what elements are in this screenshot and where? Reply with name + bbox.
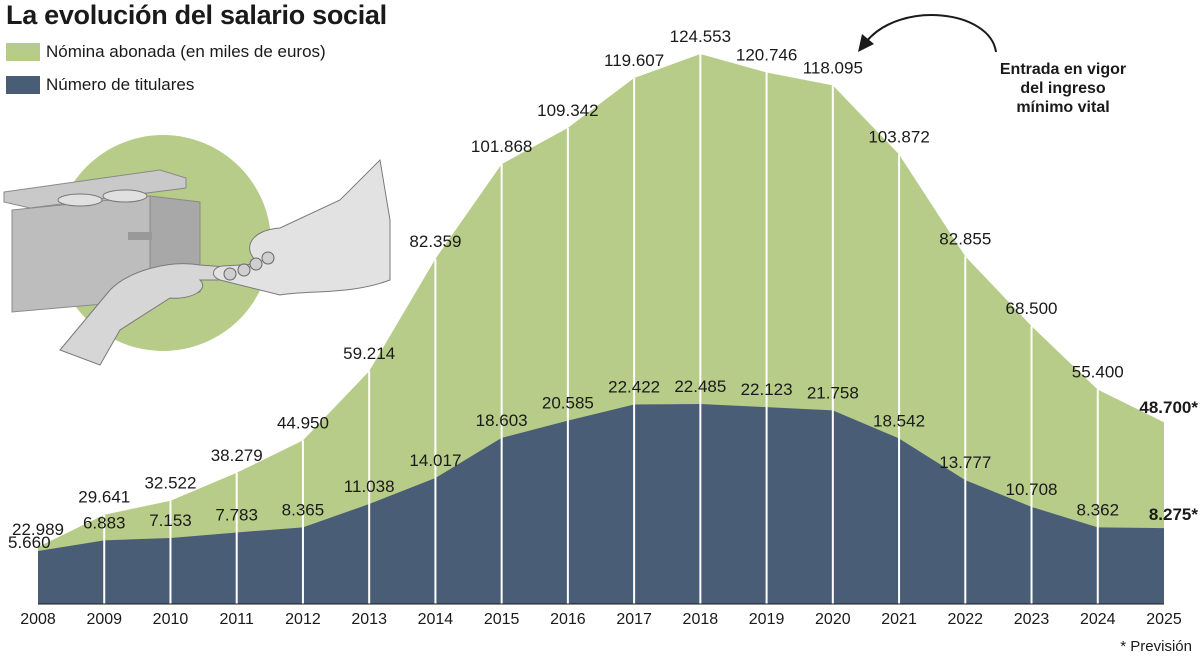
x-axis: 2008 2009 2010 2011 2012 2013 2014 2015 2016 2017…	[20, 603, 1182, 628]
data-label-nomina-2011: 38.279	[211, 446, 263, 465]
annotation-line: Entrada en vigor	[999, 61, 1127, 78]
data-label-nomina-2018: 124.553	[670, 27, 731, 46]
legend-swatch-titulares	[6, 76, 40, 94]
data-label-nomina-2014: 82.359	[409, 232, 461, 251]
coin-icon	[249, 257, 263, 271]
data-label-titulares-2025: 8.275*	[1149, 505, 1199, 524]
data-label-nomina-2016: 109.342	[537, 101, 598, 120]
annotation-line: del ingreso	[1020, 80, 1106, 97]
x-tick-label-2014: 2014	[418, 611, 454, 628]
annotation-line: mínimo vital	[1016, 99, 1110, 116]
data-label-titulares-2019: 22.123	[741, 380, 793, 399]
data-label-titulares-2021: 18.542	[873, 411, 925, 430]
annotation-arrow	[858, 14, 997, 53]
x-tick-label-2025: 2025	[1146, 611, 1182, 628]
hands-coins-box-illustration	[3, 135, 391, 366]
legend-label-titulares: Número de titulares	[46, 75, 195, 94]
x-tick-label-2010: 2010	[153, 611, 189, 628]
legend-swatch-nomina	[6, 43, 40, 61]
annotation-ingreso-minimo-vital: Entrada en vigor del ingreso mínimo vita…	[968, 60, 1158, 117]
x-tick-label-2015: 2015	[484, 611, 520, 628]
chart-year-dividers	[103, 54, 1099, 604]
x-tick-label-2020: 2020	[815, 611, 851, 628]
data-label-nomina-2020: 118.095	[803, 58, 863, 77]
data-label-nomina-2009: 29.641	[78, 488, 130, 507]
x-tick-label-2018: 2018	[683, 611, 719, 628]
coin-stack-icon	[57, 193, 103, 207]
value-labels: 22.989 29.641 32.522 38.279 44.950 59.214 82.3…	[8, 27, 1198, 552]
data-label-titulares-2020: 21.758	[807, 383, 859, 402]
data-label-nomina-2010: 32.522	[144, 474, 196, 493]
data-label-titulares-2013: 11.038	[344, 477, 395, 496]
data-label-nomina-2021: 103.872	[868, 127, 929, 146]
box-lid	[3, 169, 187, 209]
legend-label-nomina: Nómina abonada (en miles de euros)	[46, 42, 326, 61]
data-label-titulares-2011: 7.783	[215, 505, 258, 524]
x-tick-label-2013: 2013	[351, 611, 387, 628]
data-label-titulares-2012: 8.365	[282, 500, 325, 519]
x-tick-label-2011: 2011	[220, 611, 255, 628]
footnote-prevision: * Previsión	[1120, 638, 1192, 655]
data-label-nomina-2012: 44.950	[277, 413, 329, 432]
data-label-titulares-2010: 7.153	[149, 511, 192, 530]
data-label-nomina-2025: 48.700*	[1139, 398, 1198, 417]
chart-areas	[38, 54, 1164, 604]
chart-title: La evolución del salario social	[6, 0, 387, 30]
coin-stack-icon	[102, 189, 148, 203]
x-tick-label-2023: 2023	[1014, 611, 1050, 628]
x-tick-label-2024: 2024	[1080, 611, 1116, 628]
x-tick-label-2012: 2012	[285, 611, 321, 628]
x-tick-label-2021: 2021	[881, 611, 917, 628]
data-label-titulares-2017: 22.422	[608, 378, 660, 397]
data-label-titulares-2024: 8.362	[1076, 500, 1119, 519]
coin-icon	[237, 263, 251, 277]
data-label-titulares-2018: 22.485	[674, 377, 726, 396]
data-label-nomina-2023: 68.500	[1006, 299, 1058, 318]
coin-icon	[261, 251, 275, 265]
annotation-arrow-head	[858, 34, 874, 52]
data-label-titulares-2016: 20.585	[542, 394, 594, 413]
series-area-titulares	[38, 404, 1164, 604]
data-label-nomina-2013: 59.214	[343, 344, 395, 363]
coin-icon	[223, 267, 237, 281]
x-tick-label-2008: 2008	[20, 611, 56, 628]
x-tick-label-2016: 2016	[550, 611, 586, 628]
legend-item-titulares: Número de titulares	[6, 75, 194, 95]
x-tick-label-2009: 2009	[86, 611, 122, 628]
x-tick-label-2017: 2017	[616, 611, 652, 628]
data-label-nomina-2015: 101.868	[471, 137, 532, 156]
data-label-nomina-2024: 55.400	[1072, 363, 1124, 382]
data-label-titulares-2009: 6.883	[83, 513, 126, 532]
data-label-titulares-2008: 5.660	[8, 533, 51, 552]
x-tick-label-2022: 2022	[947, 611, 983, 628]
data-label-titulares-2014: 14.017	[409, 451, 461, 470]
data-label-nomina-2017: 119.607	[604, 51, 664, 70]
x-tick-label-2019: 2019	[749, 611, 785, 628]
data-label-nomina-2019: 120.746	[736, 45, 797, 64]
data-label-nomina-2008: 22.989	[12, 520, 64, 539]
data-label-titulares-2023: 10.708	[1006, 480, 1058, 499]
data-label-titulares-2022: 13.777	[939, 453, 991, 472]
legend-item-nomina: Nómina abonada (en miles de euros)	[6, 42, 326, 62]
data-label-nomina-2022: 82.855	[939, 229, 991, 248]
box-handle	[128, 232, 152, 240]
annotation-arrow-curve	[865, 14, 997, 53]
data-label-titulares-2015: 18.603	[476, 411, 528, 430]
